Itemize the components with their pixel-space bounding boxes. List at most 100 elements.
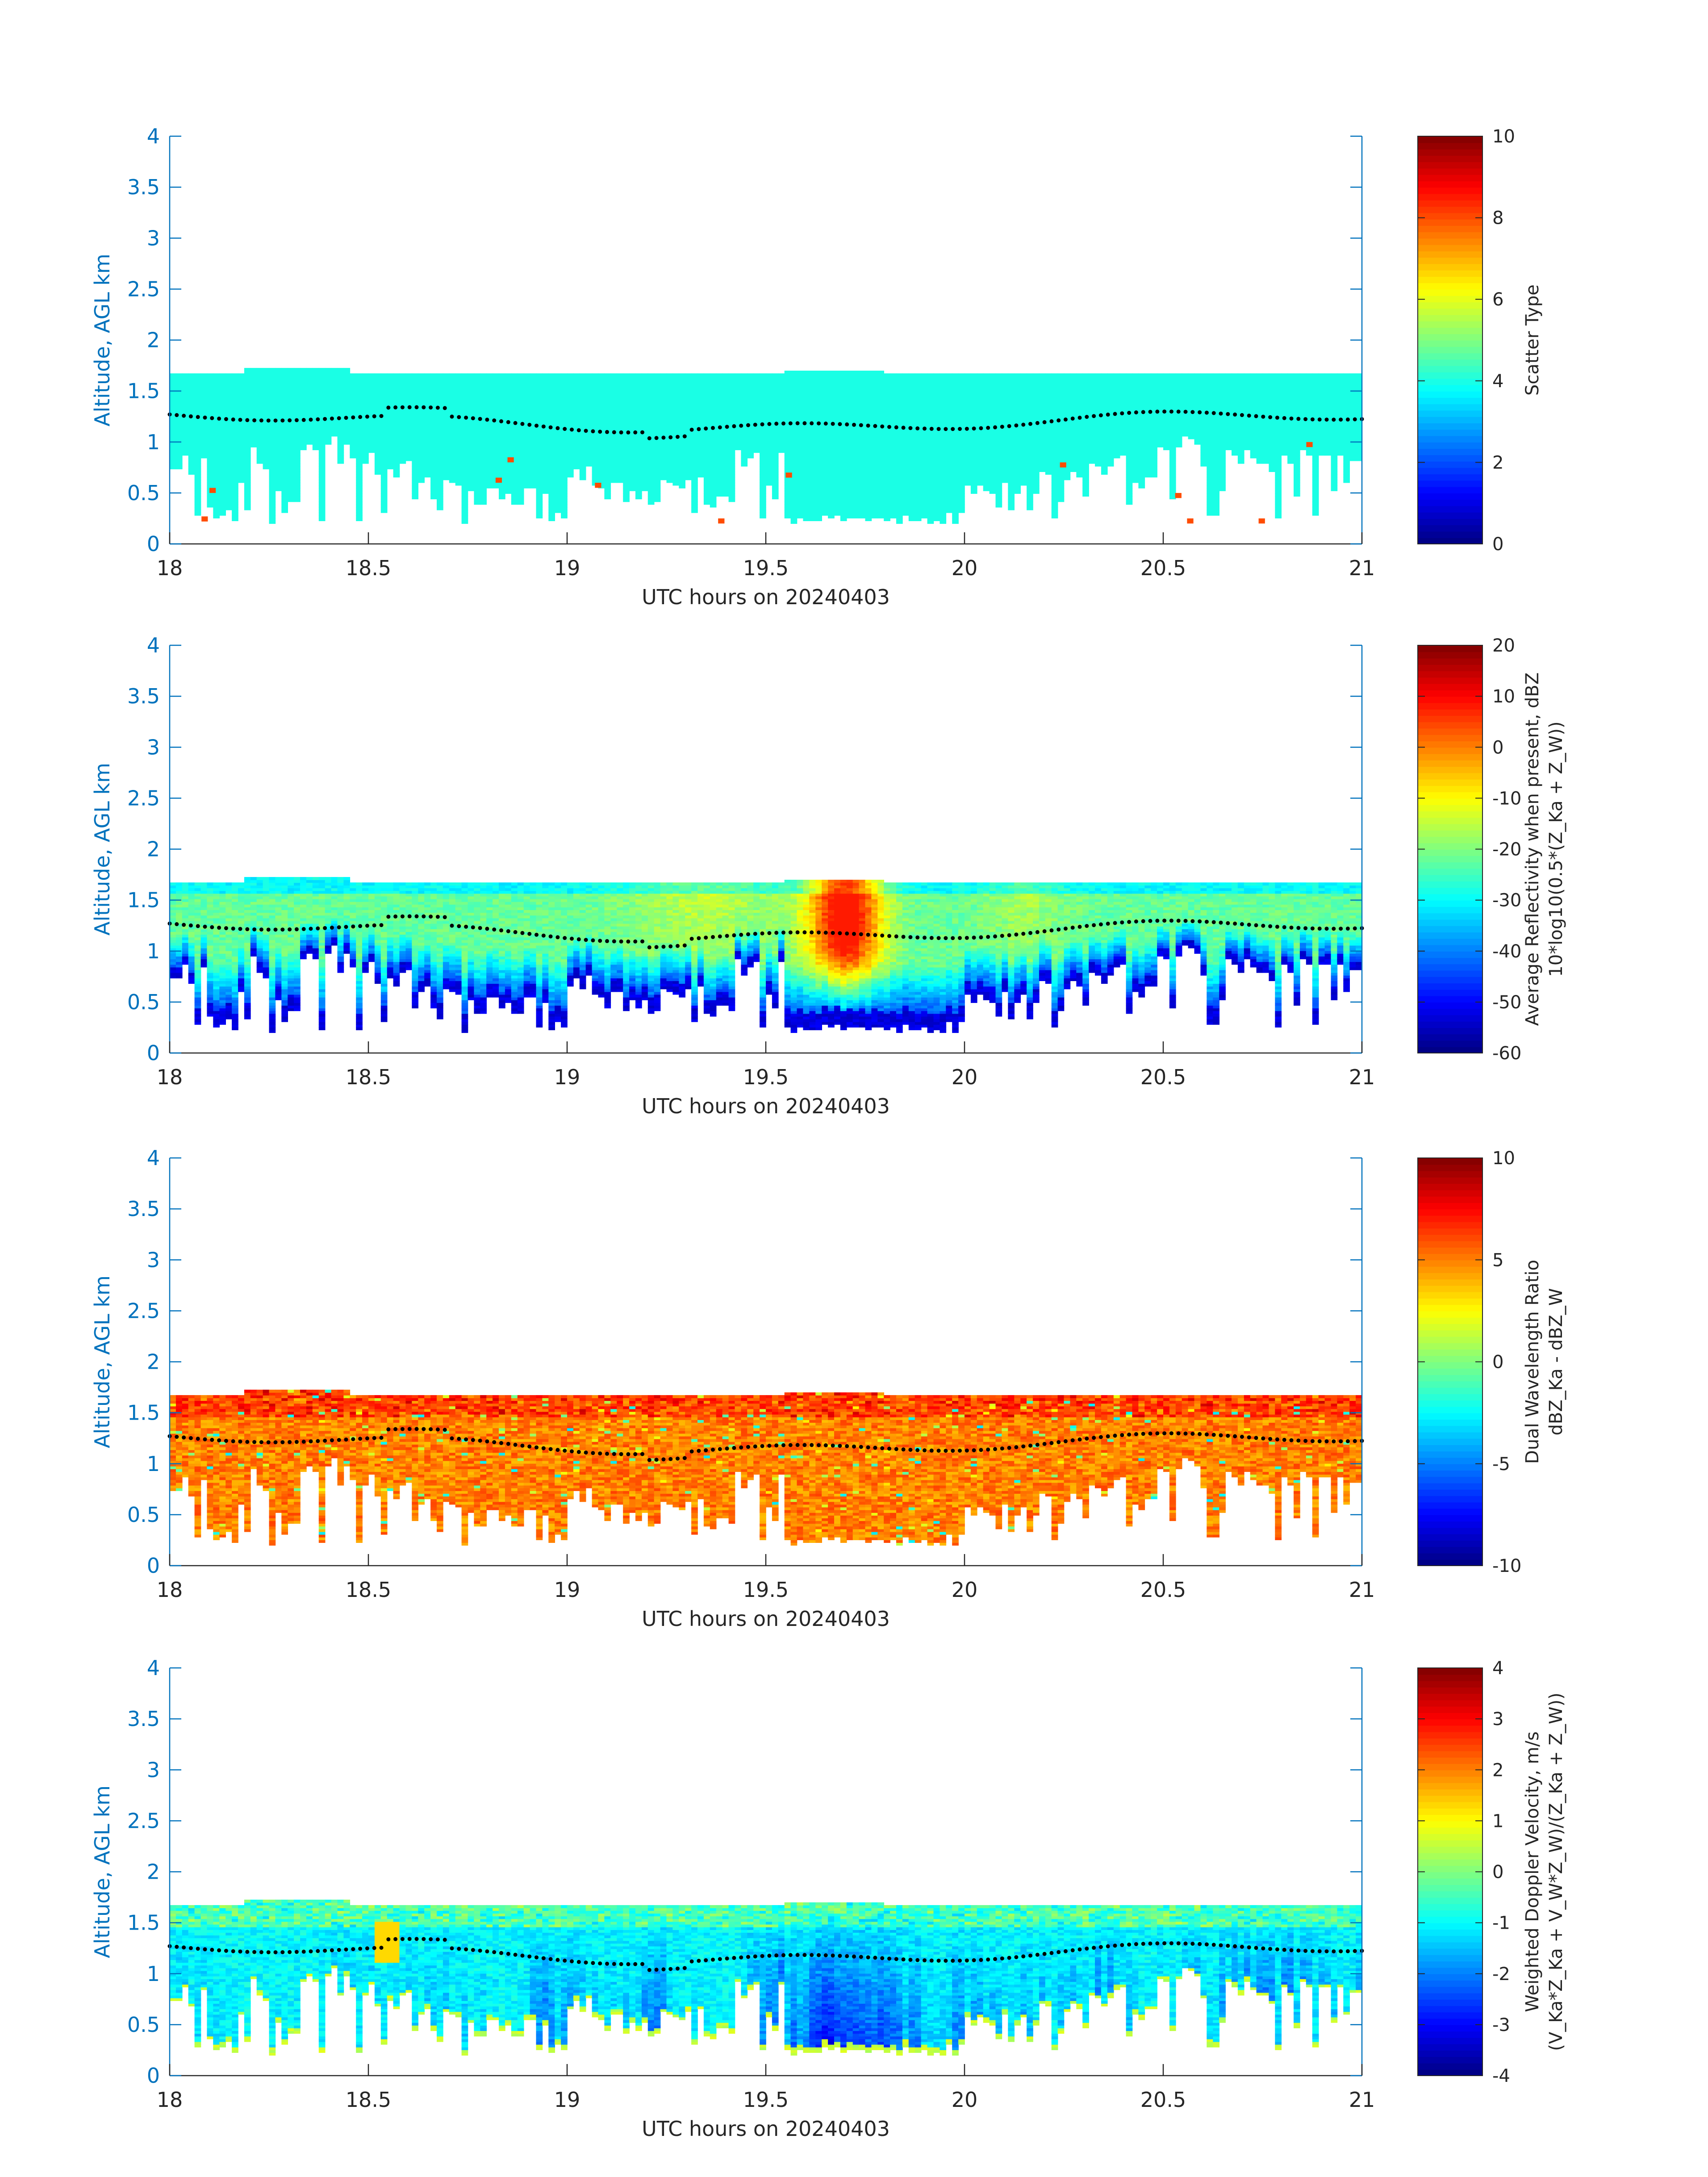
y-axis-label: Altitude, AGL km [90, 763, 114, 936]
x-tick-label: 18.5 [346, 1065, 391, 1089]
colorbar-tick-label: 10 [1492, 1148, 1515, 1169]
y-tick-label: 0 [147, 532, 160, 556]
y-axis-label: Altitude, AGL km [90, 254, 114, 426]
y-tick-label: 0.5 [127, 990, 160, 1014]
y-tick-label: 2.5 [127, 277, 160, 301]
y-tick-label: 1.5 [127, 1401, 160, 1425]
y-tick-label: 0.5 [127, 1503, 160, 1527]
outlier-cell [495, 477, 502, 483]
x-tick-label: 19.5 [743, 556, 789, 580]
x-tick-label: 20.5 [1140, 1578, 1186, 1602]
colorbar-tick-label: -40 [1492, 941, 1521, 962]
y-tick-label: 3 [147, 1248, 160, 1272]
y-tick-label: 2 [147, 1350, 160, 1374]
colorbar-tick-label: 6 [1492, 289, 1503, 310]
y-tick-label: 0.5 [127, 481, 160, 505]
colorbar-tick-label: -4 [1492, 2066, 1510, 2086]
y-tick-label: 2.5 [127, 1299, 160, 1323]
colorbar-tick-label: 10 [1492, 126, 1515, 147]
x-tick-label: 19 [554, 2088, 580, 2112]
colorbar-tick-label: -3 [1492, 2015, 1510, 2035]
y-tick-label: 2 [147, 837, 160, 861]
y-tick-label: 1 [147, 1962, 160, 1986]
panel-2: 0 0.5 1 1.5 2 2.5 3 3.5 4 18 18.5 19 19.5 20 20.5 21 UTC… [90, 633, 1566, 1118]
x-tick-label: 19.5 [743, 1578, 789, 1602]
x-tick-label: 19.5 [743, 2088, 789, 2112]
colorbar: -10 -5 0 5 10 Dual Wavelength Ratio dBZ_Ka - d… [1417, 1148, 1566, 1576]
y-tick-label: 1 [147, 1452, 160, 1476]
colorbar-tick-label: 2 [1492, 1760, 1503, 1780]
x-axis-label: UTC hours on 20240403 [642, 1094, 890, 1118]
x-tick-label: 18.5 [346, 556, 391, 580]
heatmap-cells [170, 368, 1362, 524]
y-tick-label: 1.5 [127, 379, 160, 403]
y-tick-label: 2.5 [127, 1809, 160, 1833]
x-axis-label: UTC hours on 20240403 [642, 585, 890, 609]
colorbar-tick-label: 1 [1492, 1811, 1503, 1831]
x-tick-label: 20 [952, 556, 978, 580]
x-tick-label: 20.5 [1140, 2088, 1186, 2112]
x-tick-label: 18 [157, 556, 183, 580]
cloud-line-markers [167, 1937, 1364, 1972]
colorbar-tick-label: -2 [1492, 1964, 1510, 1985]
y-tick-label: 2 [147, 1860, 160, 1884]
y-tick-label: 1 [147, 939, 160, 963]
colorbar: 0 2 4 6 8 10 Scatter Type [1417, 126, 1543, 555]
heatmap-cells [170, 1899, 1362, 2056]
y-tick-label: 4 [147, 1146, 160, 1170]
y-tick-label: 4 [147, 1656, 160, 1680]
colorbar-tick-label: 0 [1492, 534, 1503, 555]
y-axis-label: Altitude, AGL km [90, 1275, 114, 1448]
outlier-cell [718, 518, 725, 524]
x-tick-label: 20 [952, 1065, 978, 1089]
x-tick-label: 19 [554, 556, 580, 580]
x-tick-label: 18.5 [346, 1578, 391, 1602]
colorbar-tick-label: -1 [1492, 1913, 1510, 1934]
y-tick-label: 3.5 [127, 684, 160, 708]
y-tick-label: 2 [147, 328, 160, 352]
y-tick-label: 1.5 [127, 888, 160, 912]
heatmap-cells [170, 1389, 1362, 1546]
outlier-cell [507, 457, 514, 463]
y-tick-label: 3 [147, 1758, 160, 1782]
y-tick-label: 3 [147, 226, 160, 250]
y-tick-label: 3.5 [127, 1707, 160, 1731]
colorbar-sublabel: (V_Ka*Z_Ka + V_W*Z_W)/(Z_Ka + Z_W)) [1546, 1692, 1566, 2051]
x-tick-label: 19 [554, 1065, 580, 1089]
y-tick-label: 1 [147, 430, 160, 454]
x-tick-label: 20 [952, 2088, 978, 2112]
colorbar-label: Scatter Type [1522, 284, 1543, 396]
cloud-line-markers [167, 1427, 1364, 1462]
outlier-cell [1060, 462, 1066, 468]
colorbar-tick-label: 4 [1492, 1658, 1503, 1679]
colorbar-tick-label: 3 [1492, 1709, 1503, 1730]
x-tick-label: 21 [1349, 2088, 1375, 2112]
colorbar-label: Average Reflectivity when present, dBZ [1522, 673, 1543, 1026]
colorbar-tick-label: -20 [1492, 840, 1521, 860]
outlier-cell [1306, 442, 1313, 447]
colorbar-sublabel: dBZ_Ka - dBZ_W [1546, 1288, 1566, 1436]
x-tick-label: 20.5 [1140, 556, 1186, 580]
y-tick-label: 3 [147, 735, 160, 759]
colorbar: -60 -50 -40 -30 -20 -10 0 10 20 Average Reflectiv… [1417, 635, 1566, 1064]
y-tick-label: 4 [147, 124, 160, 148]
colorbar-tick-label: 8 [1492, 208, 1503, 229]
panel-3: 0 0.5 1 1.5 2 2.5 3 3.5 4 18 18.5 19 19.5 20 20.5 21 UTC… [90, 1146, 1566, 1631]
x-tick-label: 20.5 [1140, 1065, 1186, 1089]
x-tick-label: 21 [1349, 556, 1375, 580]
outlier-cell [595, 483, 601, 488]
x-tick-label: 19 [554, 1578, 580, 1602]
colorbar-tick-label: 0 [1492, 1862, 1503, 1883]
y-tick-label: 4 [147, 633, 160, 657]
colorbar-tick-label: 5 [1492, 1250, 1503, 1270]
x-tick-label: 18 [157, 1065, 183, 1089]
y-tick-label: 1.5 [127, 1911, 160, 1935]
y-tick-label: 3.5 [127, 1197, 160, 1221]
x-tick-label: 21 [1349, 1578, 1375, 1602]
colorbar-tick-label: -10 [1492, 1556, 1521, 1576]
x-tick-label: 18 [157, 2088, 183, 2112]
colorbar-tick-label: 20 [1492, 635, 1515, 656]
